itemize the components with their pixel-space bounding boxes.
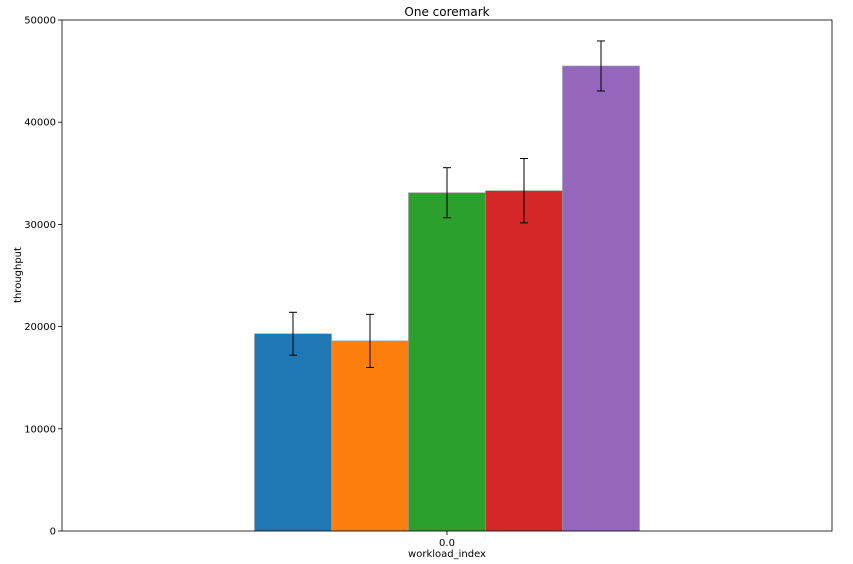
error-bar-group <box>289 40 605 368</box>
y-axis: 0 10000 20000 30000 40000 50000 <box>24 16 62 538</box>
error-bar-series-3 <box>443 167 451 219</box>
bar-series-3 <box>408 192 486 532</box>
x-axis-label: workload_index <box>408 549 486 560</box>
y-tick-label: 20000 <box>24 322 56 333</box>
y-tick-label: 30000 <box>24 220 56 231</box>
error-bar-series-1 <box>289 311 297 356</box>
y-tick-label: 40000 <box>24 118 56 129</box>
chart-title: One coremark <box>404 5 489 19</box>
error-bar-series-2 <box>366 313 374 368</box>
error-bar-series-4 <box>520 157 528 224</box>
bar-series-1 <box>254 333 332 532</box>
y-tick-label: 50000 <box>24 16 56 27</box>
bar-series-2 <box>331 340 409 532</box>
bar-series-4 <box>485 190 563 532</box>
error-bar-series-5 <box>597 40 605 92</box>
x-axis: 0.0 <box>439 531 455 549</box>
bar-series-5 <box>562 65 640 532</box>
bar-group <box>254 65 640 532</box>
y-tick-label: 0 <box>50 527 56 538</box>
x-tick-label: 0.0 <box>439 538 455 549</box>
y-tick-label: 10000 <box>24 424 56 435</box>
y-axis-label: throughput <box>13 247 24 303</box>
